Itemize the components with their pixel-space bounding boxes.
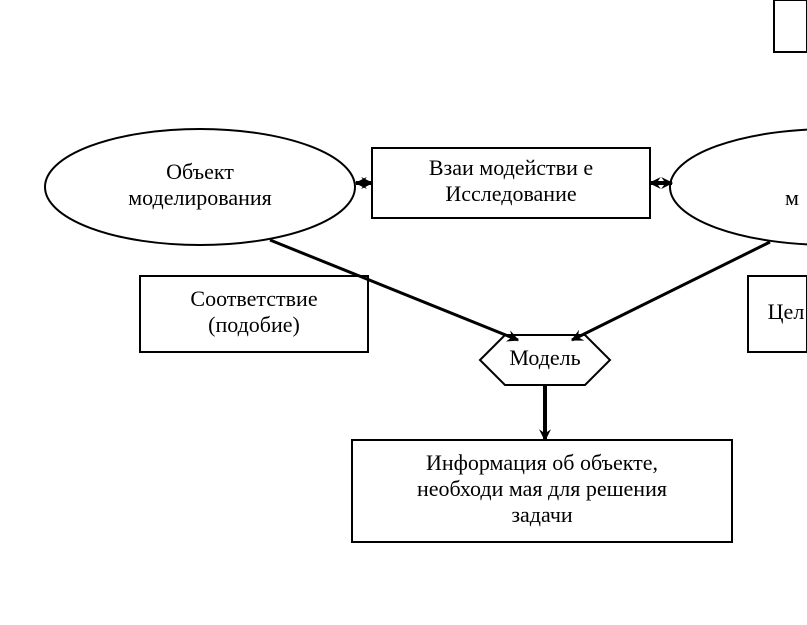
node-label: необходи мая для решения xyxy=(417,476,667,501)
flowchart-canvas: ОбъектмоделированияВзаи модействи еИссле… xyxy=(0,0,807,625)
edge-subject-to-model xyxy=(572,242,770,340)
node-partial-top-right xyxy=(774,0,807,52)
node-model: Модель xyxy=(480,335,610,385)
node-object: Объектмоделирования xyxy=(45,129,355,245)
node-label: Модель xyxy=(509,345,580,370)
node-label: (подобие) xyxy=(208,312,300,337)
nodes-layer: ОбъектмоделированияВзаи модействи еИссле… xyxy=(45,0,807,542)
node-label: м xyxy=(785,185,799,210)
node-label: Взаи модействи е xyxy=(429,155,593,180)
node-label: Информация об объекте, xyxy=(426,450,658,475)
node-label: задачи xyxy=(511,502,573,527)
node-label: Цел xyxy=(768,299,805,324)
node-label: Соответствие xyxy=(190,286,317,311)
node-label: моделирования xyxy=(128,185,272,210)
node-label: Объект xyxy=(166,159,234,184)
node-subject-partial: м xyxy=(670,129,807,245)
node-info: Информация об объекте,необходи мая для р… xyxy=(352,440,732,542)
node-correspondence: Соответствие(подобие) xyxy=(140,276,368,352)
node-interaction: Взаи модействи еИсследование xyxy=(372,148,650,218)
node-label: Исследование xyxy=(445,181,576,206)
node-goal-partial: Цел xyxy=(748,276,807,352)
